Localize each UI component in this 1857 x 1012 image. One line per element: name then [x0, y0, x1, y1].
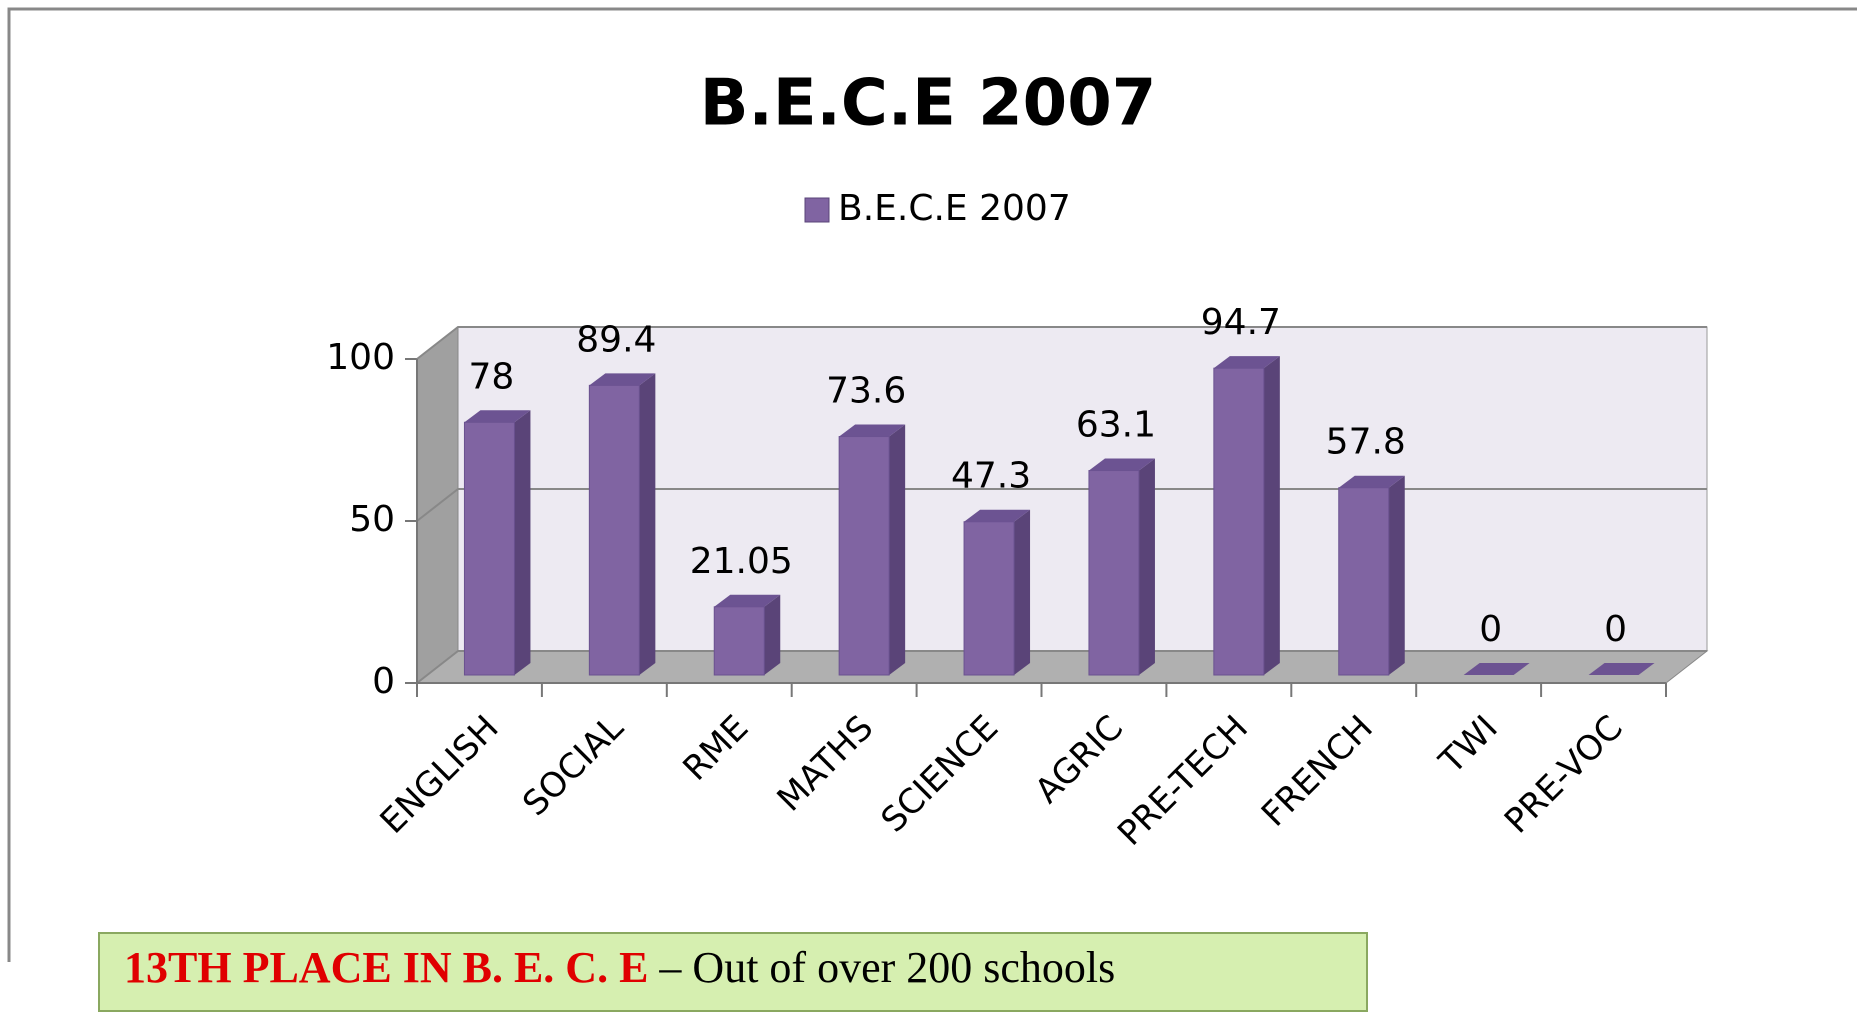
- bar-top: [1463, 663, 1530, 675]
- annotation-highlight: 13TH PLACE IN B. E. C. E: [124, 943, 649, 992]
- bar-top: [964, 509, 1031, 522]
- bar: [1088, 470, 1140, 676]
- bar-top: [1588, 663, 1655, 675]
- bar-top: [1338, 475, 1405, 488]
- bar: [1213, 367, 1265, 676]
- bar-top: [1088, 458, 1155, 471]
- bar-side: [1263, 356, 1280, 675]
- value-label: 94.7: [1201, 302, 1281, 343]
- grid-line: [416, 326, 1707, 360]
- x-tick-label: PRE-TECH: [1110, 708, 1256, 854]
- y-tick-label: 0: [372, 661, 395, 702]
- value-label: 21.05: [690, 541, 793, 582]
- x-tick-label: AGRIC: [1028, 708, 1132, 812]
- x-tick-label: TWI: [1431, 708, 1506, 783]
- bar-side: [639, 373, 656, 675]
- bar-side: [1138, 458, 1155, 675]
- bar: [588, 384, 640, 676]
- bar-top: [589, 373, 656, 386]
- bar-side: [889, 424, 906, 675]
- bar-side: [514, 410, 531, 675]
- x-tick-label: MATHS: [770, 708, 882, 820]
- x-tick-label: FRENCH: [1254, 708, 1381, 835]
- annotation-text: – Out of over 200 schools: [659, 943, 1116, 992]
- value-label: 78: [469, 356, 515, 397]
- chart: B.E.C.E 2007 B.E.C.E 2007 0 50 100 ENGLISH 78…: [7, 7, 1857, 962]
- value-label: 73.6: [826, 371, 906, 412]
- x-tick-label: RME: [675, 708, 756, 789]
- y-tick-label: 100: [326, 337, 395, 378]
- grid-line: [416, 650, 1707, 684]
- bar-top: [1213, 356, 1280, 369]
- chart-title: B.E.C.E 2007: [700, 67, 1157, 141]
- bar: [963, 521, 1015, 676]
- x-tick-label: PRE-VOC: [1497, 708, 1631, 842]
- y-tick-label: 50: [349, 499, 395, 540]
- legend-swatch: [804, 197, 830, 223]
- bar-side: [764, 594, 781, 675]
- x-tick-label: ENGLISH: [373, 708, 507, 842]
- x-tick-label: SCIENCE: [874, 708, 1007, 841]
- legend-label: B.E.C.E 2007: [838, 188, 1071, 229]
- bar: [713, 606, 765, 676]
- bar: [1338, 487, 1390, 676]
- bar: [838, 436, 890, 676]
- value-label: 47.3: [951, 456, 1031, 497]
- bar-side: [1014, 509, 1031, 675]
- value-label: 89.4: [576, 319, 656, 360]
- bar-top: [714, 594, 781, 607]
- value-label: 57.8: [1326, 422, 1406, 463]
- chart-frame: [7, 7, 1857, 962]
- value-label: 0: [1604, 609, 1627, 650]
- bar-top: [464, 410, 531, 423]
- bar: [463, 421, 515, 676]
- value-label: 63.1: [1076, 405, 1156, 446]
- x-tick-label: SOCIAL: [515, 708, 631, 824]
- bar-top: [839, 424, 906, 437]
- grid-line: [416, 488, 1707, 522]
- annotation-box: 13TH PLACE IN B. E. C. E – Out of over 2…: [98, 932, 1368, 1012]
- bar-side: [1388, 475, 1405, 675]
- value-label: 0: [1479, 609, 1502, 650]
